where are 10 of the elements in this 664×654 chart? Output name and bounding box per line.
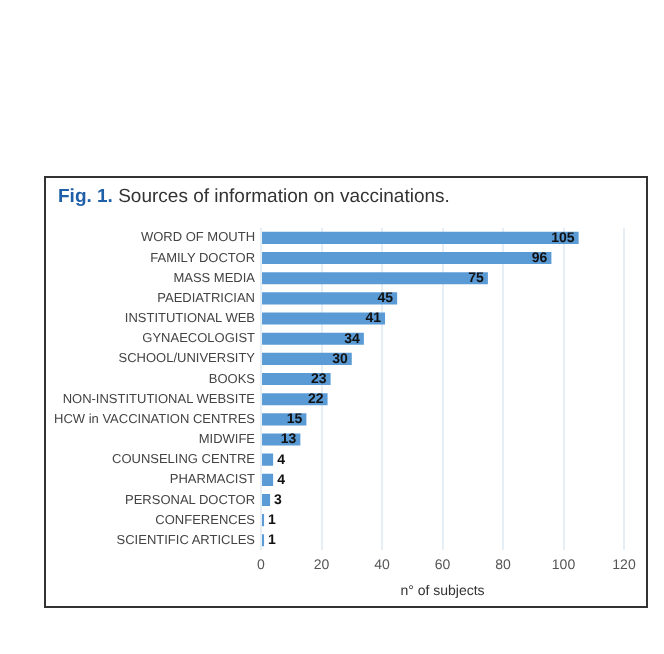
bar — [262, 473, 274, 486]
bar — [262, 493, 271, 507]
bar — [262, 252, 552, 265]
bar — [262, 272, 488, 285]
chart-title: Fig. 1. Sources of information on vaccinations. — [58, 186, 450, 208]
bar — [262, 312, 386, 325]
bar — [262, 231, 579, 244]
bar — [262, 332, 364, 345]
bar — [262, 292, 398, 305]
bar — [262, 453, 274, 466]
